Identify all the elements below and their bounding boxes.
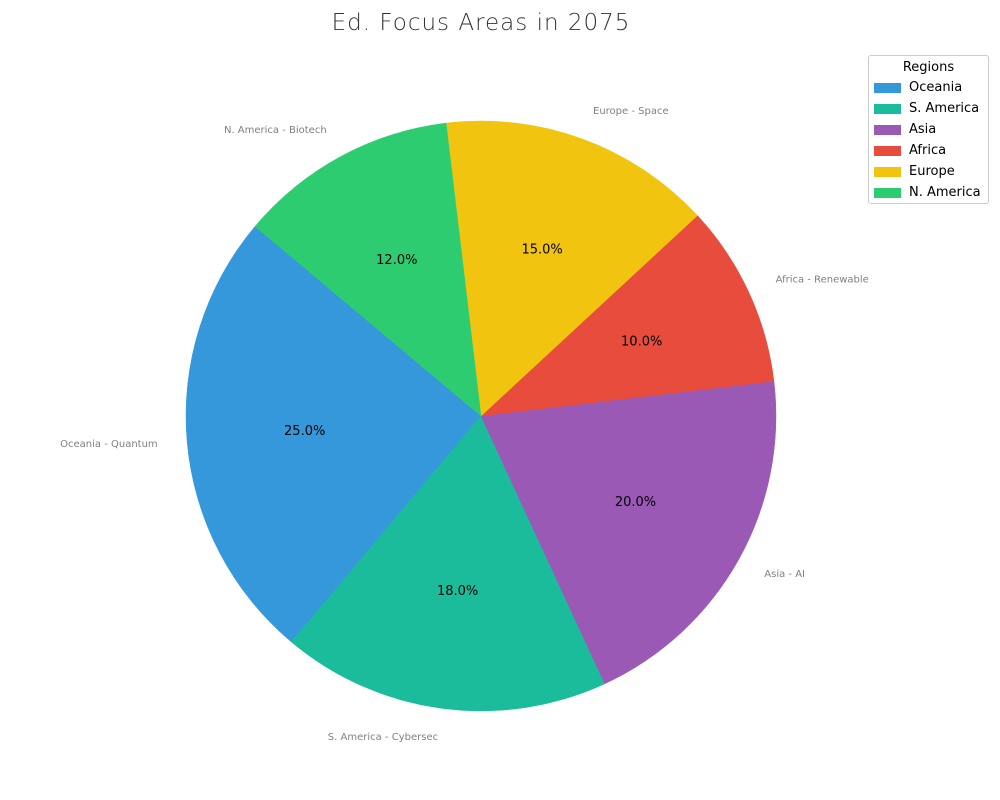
legend-label: Oceania [909,80,963,95]
percent-label: 20.0% [615,495,656,510]
legend-items: Oceania S. America Asia Africa Europe N. Amer… [869,77,988,203]
legend-label: Africa [909,143,947,158]
legend-label: S. America [909,101,980,116]
legend-swatch [874,145,901,156]
slice-label: Oceania - Quantum [60,439,158,450]
slice-label: Europe - Space [593,106,669,117]
percent-label: 10.0% [621,334,662,349]
slice-labels: Oceania - Quantum S. America - Cybersec As… [60,106,869,743]
legend-item: Europe [869,161,988,182]
percent-label: 25.0% [284,424,325,439]
percent-labels: 25.0% 18.0% 20.0% 10.0% 15.0% 12.0% [284,242,662,599]
percent-label: 15.0% [521,242,562,257]
slice-label: N. America - Biotech [224,125,327,136]
legend-swatch [874,166,901,177]
percent-label: 18.0% [437,584,478,599]
legend-item: Africa [869,140,988,161]
legend-item: N. America [869,182,988,203]
legend-swatch [874,103,901,114]
slice-label: Africa - Renewable [776,274,869,285]
legend-item: Asia [869,119,988,140]
legend-label: Asia [909,122,937,137]
legend-swatch [874,187,901,198]
percent-label: 12.0% [376,253,417,268]
legend-item: Oceania [869,77,988,98]
chart-title: Ed. Focus Areas in 2075 [331,10,631,36]
pie-slice [291,415,606,712]
pie-slice [480,215,775,417]
pie-slice [480,380,777,685]
pie-slice [445,120,698,417]
slice-label: S. America - Cybersec [328,732,438,743]
legend-item: S. America [869,98,988,119]
pie-slice [185,226,482,643]
legend: Regions Oceania S. America Asia Africa Europ… [868,55,989,204]
legend-swatch [874,82,901,93]
legend-swatch [874,124,901,135]
legend-label: Europe [909,164,955,179]
slice-label: Asia - AI [764,569,805,580]
pie-slices [185,120,777,712]
legend-title: Regions [902,60,955,75]
pie-slice [254,122,482,417]
legend-label: N. America [909,185,981,200]
